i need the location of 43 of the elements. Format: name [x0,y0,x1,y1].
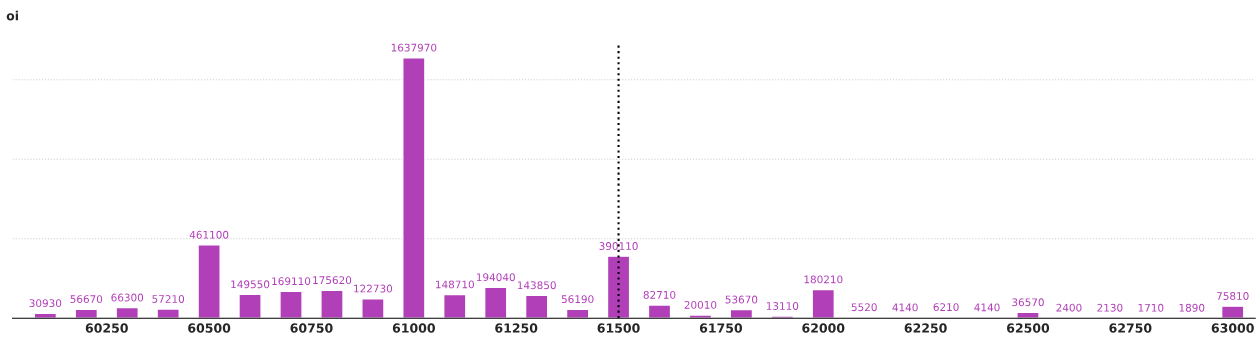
y-axis-title: oi [6,10,18,21]
data-label: 169110 [272,277,311,286]
data-label: 122730 [354,284,393,293]
data-label: 2130 [1097,303,1123,312]
data-label: 30930 [29,299,62,308]
data-label: 56190 [561,295,594,304]
data-label: 1710 [1138,303,1164,312]
data-label: 6210 [933,303,959,312]
x-tick-label: 60250 [85,323,128,333]
data-label: 461100 [189,230,229,239]
x-tick-label: 62750 [1109,323,1152,333]
data-label: 180210 [804,275,843,284]
x-tick-label: 60500 [188,323,231,333]
data-label: 13110 [766,302,799,310]
data-label: 36570 [1012,298,1044,307]
x-tick-label: 62500 [1007,323,1050,333]
data-label: 82710 [643,290,676,299]
data-label: 149550 [231,280,270,289]
data-label: 4140 [974,303,1000,312]
data-label: 390110 [599,242,638,250]
data-label: 53670 [725,295,758,304]
data-label: 143850 [517,281,556,290]
data-label: 194040 [476,273,515,282]
data-label: 57210 [152,295,185,303]
data-label: 148710 [436,280,474,289]
data-label: 2400 [1056,303,1082,312]
x-tick-label: 62250 [904,323,947,333]
data-label: 1637970 [391,43,437,52]
x-tick-label: 61500 [597,323,640,333]
x-tick-label: 62000 [802,323,845,333]
x-tick-label: 63000 [1211,323,1254,333]
data-label: 56670 [70,295,103,303]
data-label: 20010 [684,300,717,309]
data-label: 175620 [313,276,352,285]
x-tick-label: 60750 [290,323,333,333]
x-tick-label: 61250 [495,323,538,333]
data-label: 75810 [1216,292,1249,300]
x-tick-label: 61750 [699,323,743,333]
data-label: 5520 [851,303,877,312]
data-label: 4140 [892,303,918,312]
x-tick-label: 61000 [392,323,435,333]
data-label: 66300 [111,293,144,302]
data-label: 1890 [1179,303,1205,312]
